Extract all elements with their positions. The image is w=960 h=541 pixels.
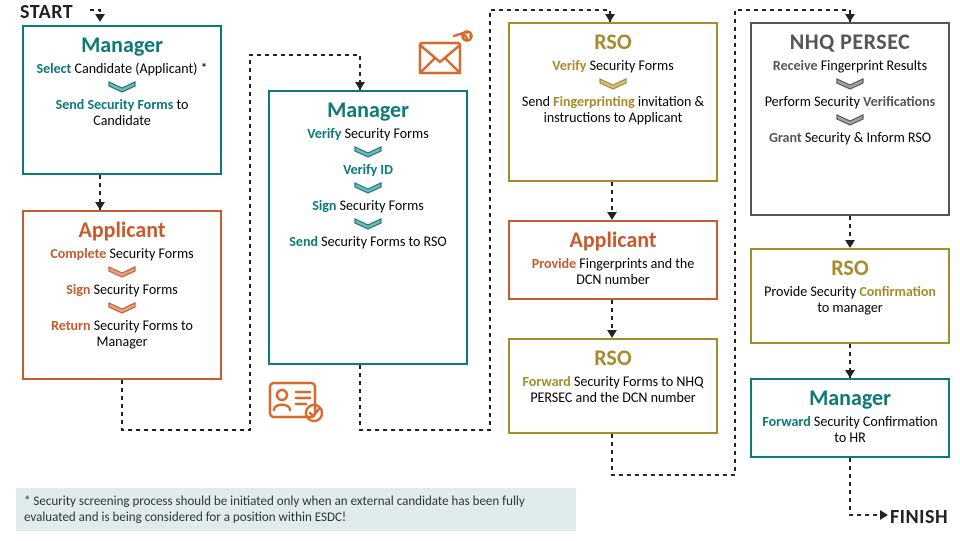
footnote-text: * Security screening process should be i…: [16, 488, 576, 531]
box-title: Applicant: [79, 218, 166, 242]
step-text: Return Security Forms to Manager: [32, 318, 212, 350]
chevron-icon: [598, 77, 628, 91]
flow-box-b1: Manager Select Candidate (Applicant) * Se…: [22, 25, 222, 175]
step-text: Verify ID: [343, 162, 393, 178]
step-text: Provide Fingerprints and the DCN number: [518, 256, 708, 288]
step-text: Receive Fingerprint Results: [773, 58, 927, 74]
step-text: Forward Security Forms to NHQ PERSEC and…: [518, 374, 708, 406]
box-title: Applicant: [570, 228, 657, 252]
finish-label: FINISH: [890, 505, 948, 529]
box-title: RSO: [594, 30, 631, 54]
email-icon: [415, 30, 475, 85]
step-text: Verify Security Forms: [552, 58, 673, 74]
step-text: Send Security Forms to Candidate: [32, 97, 212, 129]
chevron-icon: [353, 181, 383, 195]
step-text: Perform Security Verifications: [765, 94, 936, 110]
chevron-icon: [107, 265, 137, 279]
box-title: RSO: [594, 346, 631, 370]
box-title: NHQ PERSEC: [790, 30, 911, 54]
chevron-icon: [353, 145, 383, 159]
box-title: Manager: [81, 33, 163, 57]
step-text: Select Candidate (Applicant) *: [36, 61, 207, 77]
box-title: Manager: [327, 98, 409, 122]
step-text: Forward Security Confirmation to HR: [760, 414, 940, 446]
flow-box-b3: Manager Verify Security Forms Verify ID S…: [268, 90, 468, 365]
flow-box-b5: Applicant Provide Fingerprints and the DC…: [508, 220, 718, 300]
step-text: Send Fingerprinting invitation & instruc…: [518, 94, 708, 126]
chevron-icon: [107, 301, 137, 315]
id-card-icon: [268, 380, 328, 429]
step-text: Send Security Forms to RSO: [289, 234, 446, 250]
chevron-icon: [835, 113, 865, 127]
step-text: Verify Security Forms: [307, 126, 428, 142]
chevron-icon: [107, 80, 137, 94]
step-text: Provide Security Confirmation to manager: [760, 284, 940, 316]
flow-box-b9: Manager Forward Security Confirmation to …: [750, 378, 950, 458]
chevron-icon: [353, 217, 383, 231]
flow-box-b7: NHQ PERSEC Receive Fingerprint Results Pe…: [750, 22, 950, 216]
flow-box-b4: RSO Verify Security Forms Send Fingerprin…: [508, 22, 718, 182]
step-text: Grant Security & Inform RSO: [769, 130, 931, 146]
box-title: Manager: [809, 386, 891, 410]
step-text: Sign Security Forms: [312, 198, 424, 214]
start-label: START: [20, 0, 73, 24]
flow-box-b6: RSO Forward Security Forms to NHQ PERSEC …: [508, 338, 718, 434]
flow-box-b8: RSO Provide Security Confirmation to mana…: [750, 248, 950, 344]
step-text: Sign Security Forms: [66, 282, 178, 298]
flow-box-b2: Applicant Complete Security Forms Sign Se…: [22, 210, 222, 380]
chevron-icon: [835, 77, 865, 91]
box-title: RSO: [831, 256, 868, 280]
step-text: Complete Security Forms: [50, 246, 193, 262]
